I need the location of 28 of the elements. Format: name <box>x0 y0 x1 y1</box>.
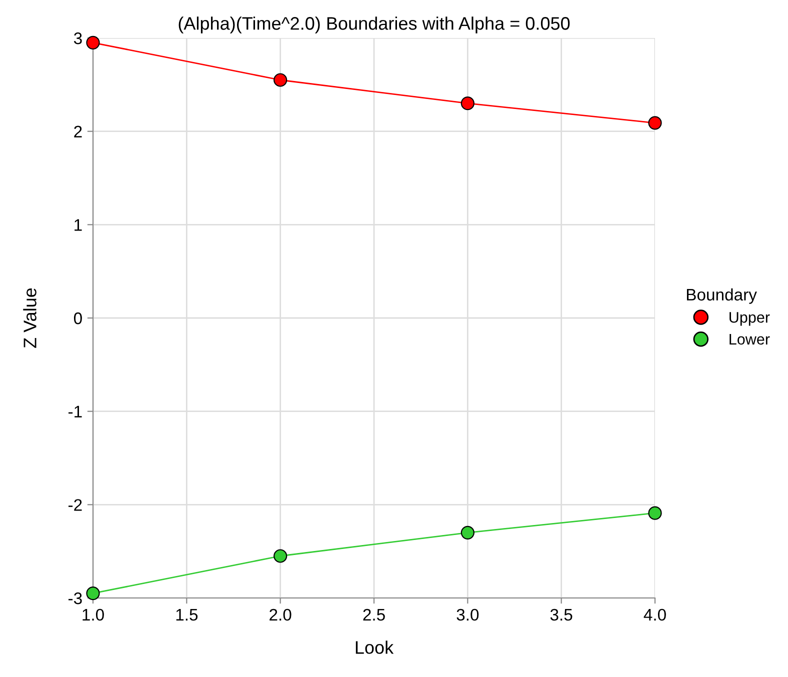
y-tick-label: 3 <box>74 32 82 44</box>
x-tick-label: 4.0 <box>644 608 666 621</box>
y-tick-label: 1 <box>74 219 82 231</box>
y-axis-title: Z Value <box>23 288 36 348</box>
y-tick-label: -1 <box>68 406 82 418</box>
y-tick-label: 2 <box>74 126 82 138</box>
point <box>648 506 662 520</box>
legend-label: Lower <box>730 334 770 345</box>
point <box>274 549 288 563</box>
chart-title: (Alpha)(Time^2.0) Boundaries with Alpha = 0.050 <box>178 16 570 34</box>
x-tick-label: 1.0 <box>82 608 104 621</box>
x-tick-label: 3.5 <box>550 608 572 621</box>
x-tick-label: 2.5 <box>363 608 385 621</box>
legend-label: Upper <box>730 312 770 326</box>
y-tick-label: -3 <box>68 592 82 604</box>
point <box>648 116 662 130</box>
point <box>274 73 288 87</box>
x-axis-title: Look <box>356 640 394 654</box>
point <box>86 586 100 600</box>
point <box>460 96 474 110</box>
point <box>460 526 474 540</box>
x-tick-label: 3.0 <box>456 608 479 621</box>
point <box>86 36 100 50</box>
y-tick-label: 0 <box>74 312 82 324</box>
x-tick-label: 2.0 <box>270 608 292 621</box>
legend-title: Boundary <box>686 288 757 304</box>
y-tick-label: -2 <box>68 499 82 511</box>
x-tick-label: 1.5 <box>176 609 198 621</box>
